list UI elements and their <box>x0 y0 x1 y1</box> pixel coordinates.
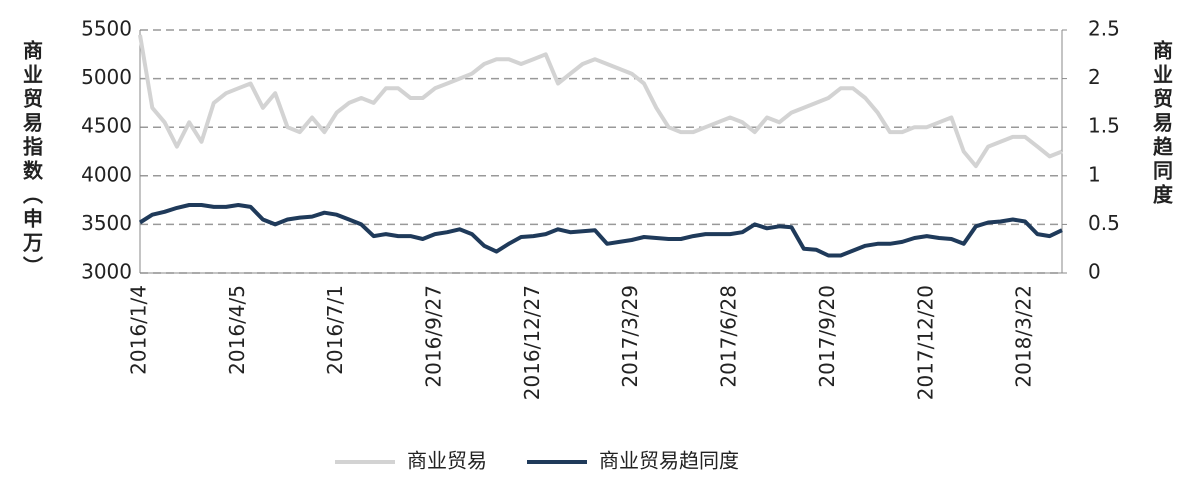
y-tick-label: 4500 <box>81 114 132 138</box>
x-tick-label: 2017/9/20 <box>815 285 839 388</box>
y2-tick-label: 0 <box>1088 260 1101 284</box>
y-tick-label: 5500 <box>81 17 132 41</box>
line-series <box>138 203 1063 258</box>
x-tick-label: 2018/3/22 <box>1012 285 1036 388</box>
y-tick-label: 3000 <box>81 260 132 284</box>
y2-tick-label: 2 <box>1088 65 1101 89</box>
legend-label: 商业贸易趋同度 <box>599 449 739 473</box>
y-axis-label: 商业贸易指数（申万） <box>20 39 44 280</box>
x-tick-label: 2016/9/27 <box>422 285 446 388</box>
x-tick-label: 2016/7/1 <box>323 285 347 375</box>
x-tick-label: 2017/3/29 <box>618 285 642 388</box>
x-tick-label: 2017/6/28 <box>717 285 741 388</box>
line-series <box>138 34 1063 169</box>
y2-tick-label: 1.5 <box>1088 114 1120 138</box>
y-tick-label: 4000 <box>81 162 132 186</box>
y2-tick-label: 2.5 <box>1088 17 1120 41</box>
y2-axis-label: 商业贸易趋同度 <box>1150 39 1174 208</box>
y2-tick-label: 1 <box>1088 162 1101 186</box>
legend-label: 商业贸易 <box>407 449 487 473</box>
x-tick-label: 2016/4/5 <box>225 285 249 375</box>
x-tick-label: 2016/12/27 <box>520 285 544 400</box>
x-tick-label: 2016/1/4 <box>127 285 151 375</box>
y-tick-label: 5000 <box>81 65 132 89</box>
x-tick-label: 2017/12/20 <box>913 285 937 400</box>
y2-tick-label: 0.5 <box>1088 211 1120 235</box>
y-tick-label: 3500 <box>81 211 132 235</box>
